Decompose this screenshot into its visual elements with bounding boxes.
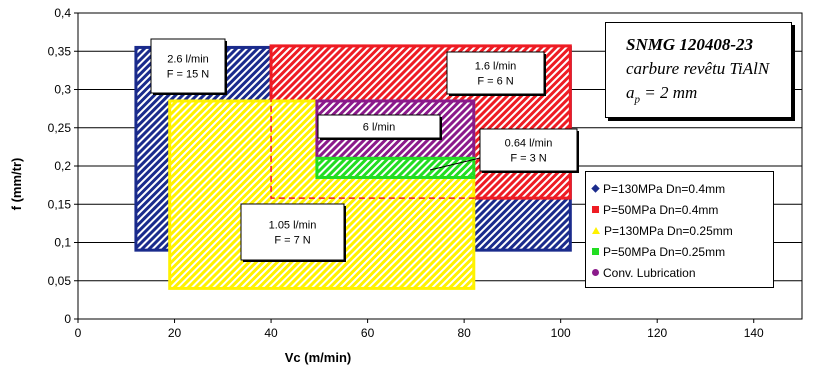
legend-item: P=130MPa Dn=0.4mm [591, 178, 773, 199]
legend-label: P=50MPa Dn=0.4mm [603, 202, 719, 217]
annotations: 2.6 l/min F = 15 N 1.6 l/min F = 6 N 6 l/min… [150, 38, 579, 262]
annotation-text: F = 7 N [274, 235, 310, 247]
depth-of-cut-subscript: p [634, 93, 641, 106]
y-tick-label: 0,2 [54, 159, 71, 173]
y-axis-title: f (mm/tr) [9, 158, 24, 211]
depth-of-cut-value: = 2 mm [640, 83, 698, 102]
annotation-box [479, 128, 578, 172]
y-tick-label: 0,35 [48, 44, 72, 58]
y-tick-label: 0 [64, 312, 71, 326]
tool-material: carbure revêtu TiAlN [626, 59, 770, 78]
legend-marker-diamond-icon [591, 184, 600, 193]
annotation-text: 0.64 l/min [505, 138, 553, 150]
y-tick-label: 0,3 [54, 83, 71, 97]
annotation-text: F = 6 N [477, 76, 513, 88]
depth-of-cut-symbol: a [626, 83, 635, 102]
y-tick-label: 0,25 [48, 121, 72, 135]
region-1-dashed-edge [270, 45, 571, 199]
annotation-text: 6 l/min [363, 122, 395, 134]
annotation-box [317, 114, 441, 139]
y-tick-label: 0,15 [48, 197, 72, 211]
legend-item: Conv. Lubrication [592, 262, 773, 283]
annotation-text: 2.6 l/min [167, 54, 209, 66]
legend-marker-square-icon [592, 248, 599, 255]
x-tick-label: 80 [457, 326, 471, 340]
annotation-box [150, 38, 226, 94]
y-tick-label: 0,05 [48, 274, 72, 288]
x-tick-label: 0 [75, 326, 82, 340]
legend-item: P=50MPa Dn=0.4mm [592, 199, 773, 220]
x-tick-label: 20 [168, 326, 182, 340]
legend-label: Conv. Lubrication [603, 265, 696, 280]
x-tick-label: 60 [361, 326, 375, 340]
legend-label: P=130MPa Dn=0.4mm [603, 181, 726, 196]
legend-marker-triangle-icon [592, 227, 600, 234]
tool-info-box: SNMG 120408-23 carbure revêtu TiAlN ap =… [605, 22, 792, 118]
axes: 0 0,05 0,1 0,15 0,2 0,25 0,3 0,35 0,4 0 20 40 60 80 10… [48, 6, 803, 340]
y-tick-label: 0,1 [54, 236, 71, 250]
legend-item: P=50MPa Dn=0.25mm [592, 241, 773, 262]
region-3 [315, 156, 476, 179]
y-tick-label: 0,4 [54, 6, 71, 20]
legend-marker-square-icon [592, 206, 599, 213]
annotation-text: 1.6 l/min [475, 61, 517, 73]
annotation-text: F = 15 N [167, 69, 210, 81]
x-tick-label: 40 [264, 326, 278, 340]
legend-label: P=50MPa Dn=0.25mm [603, 244, 726, 259]
legend-item: P=130MPa Dn=0.25mm [592, 220, 773, 241]
annotation-text: 1.05 l/min [269, 220, 317, 232]
x-axis-title: Vc (m/min) [285, 350, 351, 365]
tool-reference: SNMG 120408-23 [626, 35, 754, 54]
annotation-box [240, 203, 345, 261]
annotation-box [446, 51, 545, 95]
x-tick-label: 120 [647, 326, 667, 340]
depth-of-cut: ap = 2 mm [626, 81, 783, 111]
x-tick-label: 100 [551, 326, 571, 340]
legend: P=130MPa Dn=0.4mm P=50MPa Dn=0.4mm P=130MP… [585, 171, 774, 288]
x-tick-label: 140 [744, 326, 764, 340]
legend-marker-circle-icon [592, 269, 599, 276]
annotation-leader-line [429, 157, 481, 171]
annotation-text: F = 3 N [510, 153, 546, 165]
legend-label: P=130MPa Dn=0.25mm [604, 223, 733, 238]
